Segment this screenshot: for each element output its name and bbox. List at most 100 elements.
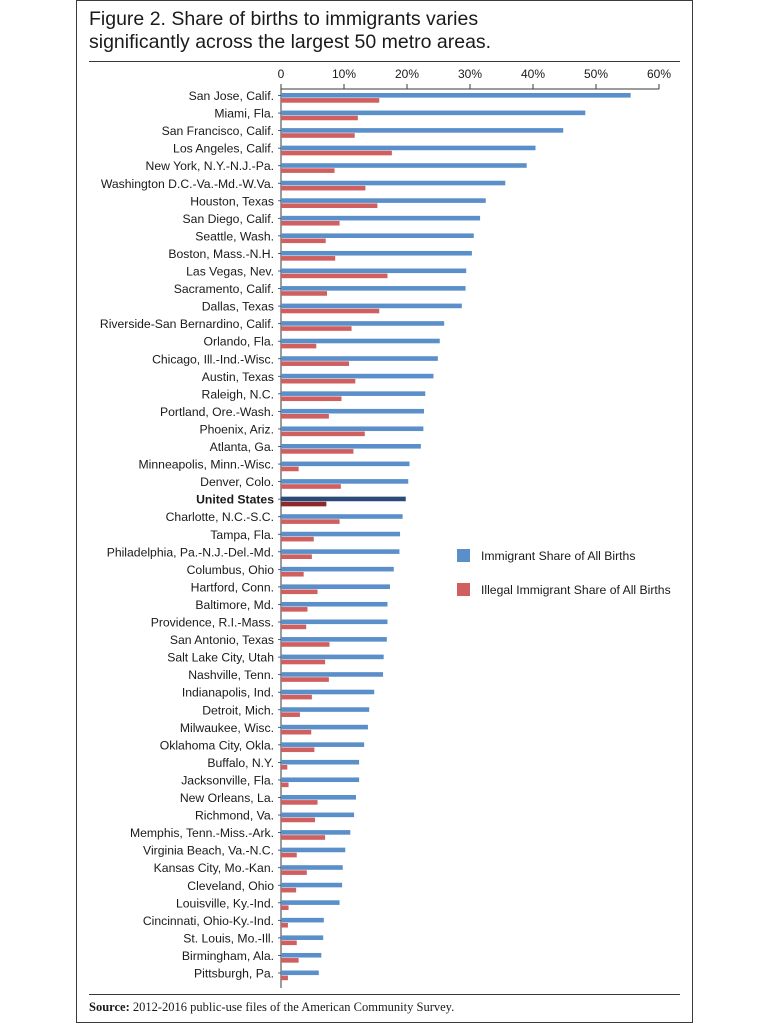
legend-swatch-immigrant bbox=[457, 549, 470, 562]
bar-illegal-immigrant bbox=[281, 98, 380, 103]
x-tick-label: 10% bbox=[332, 67, 356, 81]
category-label: Minneapolis, Minn.-Wisc. bbox=[139, 458, 274, 472]
bar-illegal-immigrant bbox=[281, 835, 326, 840]
category-label: United States bbox=[196, 493, 274, 507]
bar-immigrant bbox=[281, 303, 462, 309]
category-label: Richmond, Va. bbox=[195, 809, 274, 823]
category-label: Baltimore, Md. bbox=[195, 598, 274, 612]
bar-immigrant bbox=[281, 250, 472, 256]
bar-immigrant bbox=[281, 373, 434, 379]
bar-immigrant bbox=[281, 707, 370, 712]
bar-illegal-immigrant bbox=[281, 782, 289, 788]
bar-illegal-immigrant bbox=[281, 659, 326, 665]
category-label: Denver, Colo. bbox=[200, 475, 274, 489]
bar-immigrant bbox=[281, 215, 481, 221]
category-label: Seattle, Wash. bbox=[195, 229, 274, 243]
x-tick-label: 20% bbox=[395, 67, 419, 81]
bar-immigrant bbox=[281, 900, 340, 905]
bar-illegal-immigrant bbox=[281, 501, 327, 507]
bar-immigrant bbox=[281, 812, 355, 818]
category-label: Birmingham, Ala. bbox=[182, 949, 274, 963]
bar-immigrant bbox=[281, 917, 324, 923]
bar-immigrant bbox=[281, 619, 388, 625]
bar-illegal-immigrant bbox=[281, 150, 392, 156]
bar-illegal-immigrant bbox=[281, 747, 315, 753]
legend-swatch-illegal-immigrant bbox=[457, 583, 470, 596]
x-tick-label: 0 bbox=[278, 67, 285, 81]
category-label: Louisville, Ky.-Ind. bbox=[176, 896, 274, 910]
title-rule bbox=[89, 61, 680, 62]
category-label: Los Angeles, Calif. bbox=[173, 142, 274, 156]
category-label: Houston, Texas bbox=[190, 194, 274, 208]
bar-illegal-immigrant bbox=[281, 519, 340, 524]
source-note: Source: 2012-2016 public-use files of th… bbox=[89, 1000, 679, 1015]
bar-illegal-immigrant bbox=[281, 571, 304, 577]
category-label: Austin, Texas bbox=[202, 370, 274, 384]
bar-illegal-immigrant bbox=[281, 273, 388, 279]
bar-immigrant bbox=[281, 637, 387, 642]
bar-immigrant bbox=[281, 742, 365, 747]
bar-immigrant bbox=[281, 180, 506, 186]
bar-immigrant bbox=[281, 391, 426, 396]
bar-illegal-immigrant bbox=[281, 624, 307, 630]
category-label: Philadelphia, Pa.-N.J.-Del.-Md. bbox=[107, 545, 274, 559]
bar-immigrant bbox=[281, 935, 324, 940]
figure-frame bbox=[76, 0, 693, 1023]
bar-immigrant bbox=[281, 882, 343, 888]
bar-immigrant bbox=[281, 549, 400, 554]
category-label: San Jose, Calif. bbox=[189, 89, 274, 103]
bar-immigrant bbox=[281, 128, 564, 133]
bar-illegal-immigrant bbox=[281, 484, 341, 489]
bar-immigrant bbox=[281, 163, 527, 168]
bar-immigrant bbox=[281, 830, 351, 835]
bar-illegal-immigrant bbox=[281, 870, 307, 875]
bar-immigrant bbox=[281, 777, 360, 783]
bar-immigrant bbox=[281, 584, 390, 589]
bar-immigrant bbox=[281, 672, 384, 677]
bar-immigrant bbox=[281, 268, 467, 274]
category-label: Columbus, Ohio bbox=[187, 563, 275, 577]
x-tick-label: 40% bbox=[521, 67, 545, 81]
bar-illegal-immigrant bbox=[281, 414, 329, 419]
category-label: Kansas City, Mo.-Kan. bbox=[154, 861, 274, 875]
bar-illegal-immigrant bbox=[281, 115, 358, 121]
bar-immigrant bbox=[281, 865, 343, 870]
category-label: Charlotte, N.C.-S.C. bbox=[166, 510, 274, 524]
category-label: Pittsburgh, Pa. bbox=[194, 967, 274, 981]
category-label: Salt Lake City, Utah bbox=[167, 651, 274, 665]
bar-immigrant bbox=[281, 338, 440, 344]
legend-label-illegal-immigrant: Illegal Immigrant Share of All Births bbox=[481, 583, 671, 597]
category-label: Boston, Mass.-N.H. bbox=[168, 247, 274, 261]
bar-illegal-immigrant bbox=[281, 554, 312, 559]
category-label: Oklahoma City, Okla. bbox=[160, 738, 274, 752]
bar-immigrant bbox=[281, 444, 421, 449]
x-tick-label: 60% bbox=[647, 67, 671, 81]
bar-immigrant bbox=[281, 724, 368, 730]
bar-immigrant bbox=[281, 601, 388, 607]
bar-illegal-immigrant bbox=[281, 887, 297, 893]
bar-immigrant bbox=[281, 408, 425, 414]
bar-immigrant bbox=[281, 426, 424, 432]
category-label: San Diego, Calif. bbox=[183, 212, 274, 226]
bar-illegal-immigrant bbox=[281, 291, 327, 296]
figure-title: Figure 2. Share of births to immigrants … bbox=[89, 8, 679, 54]
bar-illegal-immigrant bbox=[281, 361, 350, 366]
bar-immigrant bbox=[281, 795, 356, 800]
bar-illegal-immigrant bbox=[281, 765, 288, 770]
bar-immigrant bbox=[281, 356, 438, 361]
title-line-2: significantly across the largest 50 metr… bbox=[89, 31, 492, 53]
bar-illegal-immigrant bbox=[281, 449, 354, 454]
bar-illegal-immigrant bbox=[281, 466, 299, 472]
category-label: Jacksonville, Fla. bbox=[181, 773, 274, 787]
source-rule bbox=[89, 994, 680, 995]
x-tick-label: 30% bbox=[458, 67, 482, 81]
source-text: 2012-2016 public-use files of the Americ… bbox=[132, 1000, 455, 1014]
x-tick-label: 50% bbox=[584, 67, 608, 81]
bar-illegal-immigrant bbox=[281, 343, 317, 349]
bar-immigrant bbox=[281, 514, 403, 519]
bar-illegal-immigrant bbox=[281, 712, 300, 717]
title-line-1: Figure 2. Share of births to immigrants … bbox=[89, 8, 479, 30]
source-label: Source: bbox=[89, 1000, 130, 1014]
bar-illegal-immigrant bbox=[281, 694, 312, 700]
